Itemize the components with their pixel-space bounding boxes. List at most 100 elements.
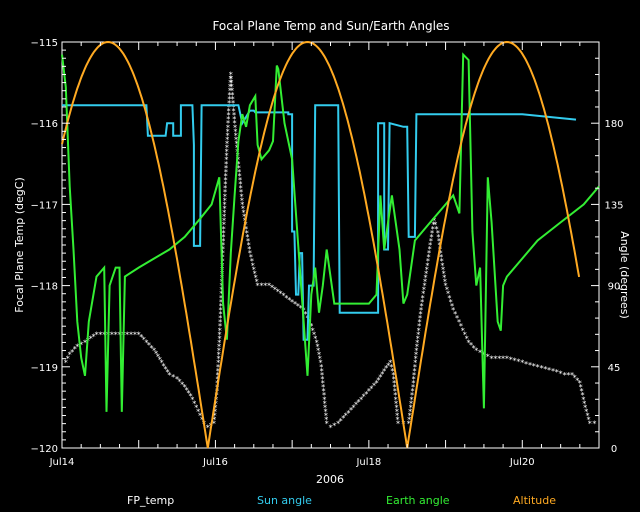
fp-temp-marker: * — [474, 347, 479, 356]
fp-temp-marker: * — [198, 412, 203, 421]
fp-temp-marker: * — [250, 261, 255, 270]
fp-temp-marker: * — [528, 361, 533, 370]
fp-temp-marker: * — [418, 314, 423, 323]
fp-temp-marker: * — [222, 217, 227, 226]
fp-temp-marker: * — [245, 233, 250, 242]
fp-temp-marker: * — [407, 412, 412, 421]
fp-temp-marker: * — [415, 338, 420, 347]
y2-tick-label: 45 — [608, 363, 621, 374]
fp-temp-marker: * — [575, 376, 580, 385]
fp-temp-marker: * — [448, 298, 453, 307]
fp-temp-marker: * — [535, 363, 540, 372]
fp-temp-marker: * — [418, 310, 423, 319]
fp-temp-marker: * — [392, 383, 397, 392]
fp-temp-marker: * — [98, 330, 103, 339]
fp-temp-marker: * — [217, 326, 222, 335]
fp-temp-marker: * — [417, 322, 422, 331]
fp-temp-marker: * — [378, 373, 383, 382]
fp-temp-marker: * — [218, 322, 223, 331]
fp-temp-marker: * — [424, 269, 429, 278]
fp-temp-marker: * — [547, 366, 552, 375]
fp-temp-marker: * — [190, 395, 195, 404]
fp-temp-marker: * — [443, 282, 448, 291]
fp-temp-marker: * — [278, 290, 283, 299]
fp-temp-marker: * — [579, 387, 584, 396]
fp-temp-marker: * — [364, 390, 369, 399]
fp-temp-marker: * — [177, 378, 182, 387]
fp-temp-marker: * — [323, 408, 328, 417]
fp-temp-marker: * — [216, 355, 221, 364]
fp-temp-marker: * — [437, 237, 442, 246]
fp-temp-marker: * — [223, 168, 228, 177]
fp-temp-marker: * — [432, 217, 437, 226]
fp-temp-marker: * — [434, 225, 439, 234]
fp-temp-marker: * — [216, 351, 221, 360]
fp-temp-marker: * — [322, 399, 327, 408]
fp-temp-marker: * — [79, 341, 84, 350]
fp-temp-marker: * — [319, 363, 324, 372]
fp-temp-marker: * — [249, 257, 254, 266]
y-tick-label: −115 — [31, 38, 58, 49]
fp-temp-marker: * — [224, 148, 229, 157]
fp-temp-marker: * — [426, 253, 431, 262]
fp-temp-marker: * — [221, 225, 226, 234]
fp-temp-marker: * — [471, 344, 476, 353]
fp-temp-marker: * — [213, 403, 218, 412]
fp-temp-marker: * — [346, 409, 351, 418]
fp-temp-marker: * — [233, 123, 238, 132]
fp-temp-marker: * — [225, 123, 230, 132]
fp-temp-marker: * — [469, 341, 474, 350]
fp-temp-marker: * — [192, 399, 197, 408]
fp-temp-marker: * — [236, 160, 241, 169]
fp-temp-marker: * — [223, 184, 228, 193]
fp-temp-marker: * — [65, 355, 70, 364]
fp-temp-marker: * — [240, 200, 245, 209]
fp-temp-marker: * — [551, 367, 556, 376]
y-tick-label: −116 — [31, 119, 58, 130]
fp-temp-marker: * — [281, 292, 286, 301]
fp-temp-marker: * — [382, 367, 387, 376]
fp-temp-marker: * — [457, 318, 462, 327]
sun-angle-line — [62, 104, 577, 341]
fp-temp-marker: * — [583, 403, 588, 412]
fp-temp-marker: * — [247, 249, 252, 258]
fp-temp-marker: * — [392, 379, 397, 388]
fp-temp-marker: * — [391, 375, 396, 384]
altitude-line — [61, 40, 581, 449]
fp-temp-marker: * — [572, 374, 577, 383]
fp-temp-marker: * — [433, 221, 438, 230]
fp-temp-marker: * — [275, 288, 280, 297]
fp-temp-marker: * — [420, 298, 425, 307]
fp-temp-marker: * — [570, 371, 575, 380]
y2-tick-label: 180 — [604, 119, 623, 130]
fp-temp-marker: * — [205, 424, 210, 433]
fp-temp-marker: * — [231, 99, 236, 108]
fp-temp-marker: * — [407, 416, 412, 425]
fp-temp-marker: * — [216, 359, 221, 368]
fp-temp-marker: * — [395, 416, 400, 425]
x-axis-label: 2006 — [316, 473, 344, 486]
fp-temp-marker: * — [225, 140, 230, 149]
fp-temp-markers: ****** ****** *** *** *** ***************** **… — [63, 71, 597, 433]
fp-temp-marker: * — [351, 403, 356, 412]
fp-temp-marker: * — [188, 392, 193, 401]
fp-temp-marker: * — [320, 371, 325, 380]
fp-temp-marker: * — [218, 306, 223, 315]
fp-temp-marker: * — [233, 131, 238, 140]
fp-temp-marker: * — [232, 111, 237, 120]
fp-temp-marker: * — [219, 294, 224, 303]
fp-temp-marker: * — [393, 391, 398, 400]
fp-temp-marker: * — [414, 347, 419, 356]
fp-temp-marker: * — [217, 330, 222, 339]
fp-temp-marker: * — [391, 371, 396, 380]
legend-earth-angle: Earth angle — [386, 494, 450, 507]
fp-temp-marker: * — [421, 286, 426, 295]
x-tick-label: Jul18 — [355, 457, 381, 468]
fp-temp-marker: * — [247, 245, 252, 254]
fp-temp-marker: * — [323, 412, 328, 421]
fp-temp-marker: * — [446, 290, 451, 299]
fp-temp-marker: * — [223, 188, 228, 197]
fp-temp-marker: * — [231, 103, 236, 112]
fp-temp-marker: * — [392, 387, 397, 396]
